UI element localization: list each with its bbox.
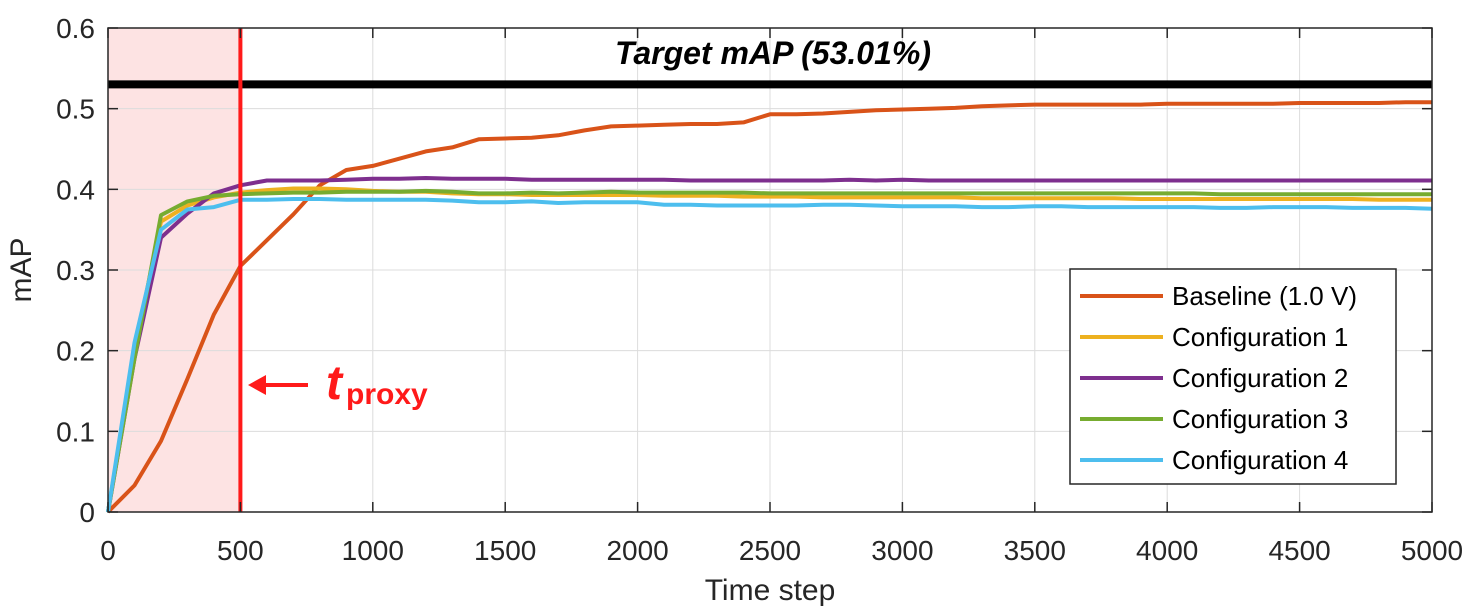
proxy-marker-group	[238, 28, 308, 512]
legend-item: Configuration 1	[1080, 322, 1348, 352]
y-tick-label: 0.1	[56, 416, 95, 447]
x-tick-label: 4500	[1268, 535, 1330, 566]
proxy-arrow-head	[248, 375, 266, 395]
x-axis-ticks: 0 500 1000 1500 2000 2500 3000 3500 4000 4500 5000	[100, 28, 1463, 566]
x-tick-label: 2500	[739, 535, 801, 566]
legend-item: Configuration 2	[1080, 363, 1348, 393]
legend-label: Configuration 3	[1172, 404, 1348, 434]
legend-item: Baseline (1.0 V)	[1080, 281, 1357, 311]
x-tick-label: 500	[217, 535, 264, 566]
x-tick-label: 1500	[474, 535, 536, 566]
legend-label: Baseline (1.0 V)	[1172, 281, 1357, 311]
y-axis-label: mAP	[5, 237, 38, 302]
x-tick-label: 3000	[871, 535, 933, 566]
proxy-label-t: t	[326, 357, 344, 410]
x-tick-label: 1000	[342, 535, 404, 566]
series-line-5	[106, 197, 1433, 513]
legend-item: Configuration 4	[1080, 445, 1348, 475]
y-tick-label: 0.5	[56, 94, 95, 125]
y-tick-label: 0.6	[56, 13, 95, 44]
y-axis-ticks: 0 0.1 0.2 0.3 0.4 0.5 0.6	[56, 13, 1432, 528]
legend: Baseline (1.0 V) Configuration 1 Configura…	[1069, 268, 1397, 485]
legend-label: Configuration 1	[1172, 322, 1348, 352]
x-tick-label: 4000	[1136, 535, 1198, 566]
y-tick-label: 0	[79, 497, 95, 528]
x-tick-label: 2000	[606, 535, 668, 566]
series-line-3	[106, 176, 1432, 513]
series-lines	[106, 100, 1433, 514]
y-tick-label: 0.2	[56, 336, 95, 367]
series-line-4	[106, 188, 1432, 513]
legend-label: Configuration 4	[1172, 445, 1348, 475]
target-label: Target mAP (53.01%)	[615, 35, 931, 71]
y-tick-label: 0.4	[56, 174, 95, 205]
x-tick-label: 0	[100, 535, 116, 566]
series-line-2	[106, 186, 1432, 513]
x-tick-label: 5000	[1401, 535, 1463, 566]
y-tick-label: 0.3	[56, 255, 95, 286]
legend-label: Configuration 2	[1172, 363, 1348, 393]
proxy-label: t proxy	[326, 357, 428, 411]
legend-item: Configuration 3	[1080, 404, 1348, 434]
x-axis-label: Time step	[705, 574, 836, 607]
proxy-label-subscript: proxy	[346, 378, 428, 411]
x-tick-label: 3500	[1004, 535, 1066, 566]
